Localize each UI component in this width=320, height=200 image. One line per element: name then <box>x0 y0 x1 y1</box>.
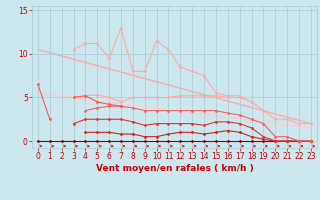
X-axis label: Vent moyen/en rafales ( km/h ): Vent moyen/en rafales ( km/h ) <box>96 164 253 173</box>
